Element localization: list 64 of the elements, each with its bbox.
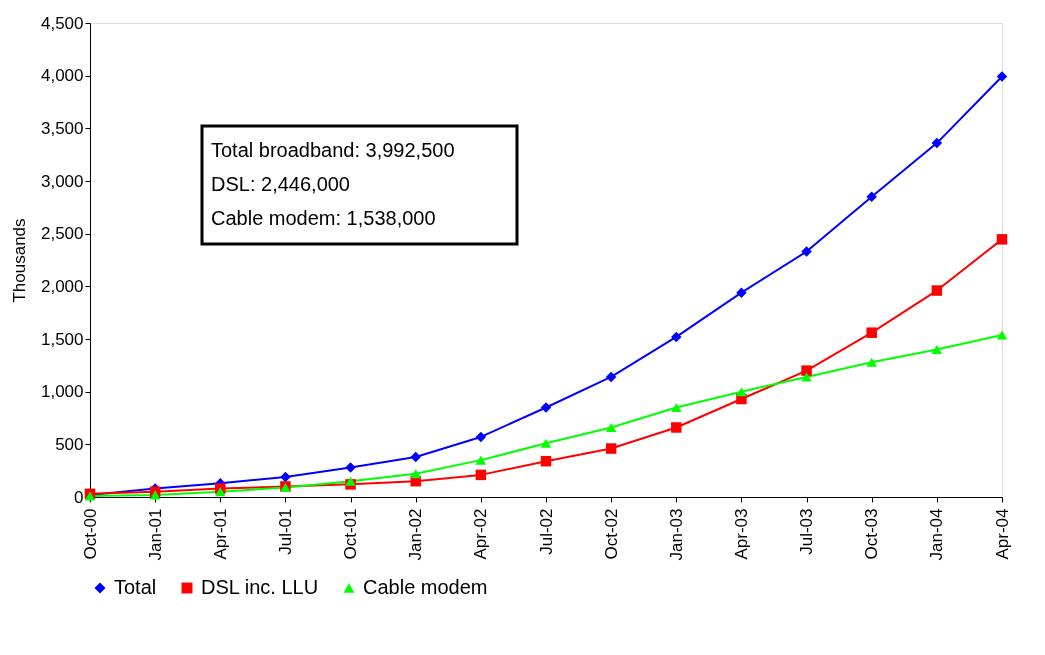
point	[540, 455, 552, 467]
y-tick-label: 3,500	[40, 118, 84, 138]
point	[671, 402, 682, 413]
point	[866, 357, 877, 367]
y-tick-label: 2,000	[40, 276, 84, 296]
x-tick-label: Apr-01	[210, 508, 230, 560]
x-tick-label: Jul-03	[797, 508, 817, 555]
annotation: Cable modem: 1,538,000	[211, 207, 436, 229]
y-tick-label: 4,000	[40, 66, 84, 86]
point	[475, 455, 487, 465]
point	[540, 402, 552, 413]
point	[345, 476, 356, 486]
point	[931, 285, 943, 296]
y-tick-label: 1,000	[40, 382, 84, 402]
legend-label: Cable modem	[363, 576, 488, 598]
point	[410, 469, 421, 479]
point	[215, 487, 226, 497]
point	[671, 422, 682, 433]
point	[475, 431, 487, 443]
x-tick-label: Jan-04	[927, 508, 947, 561]
x-tick-label: Apr-03	[731, 508, 751, 560]
y-axis-title: Thousands	[9, 218, 29, 303]
point	[605, 422, 617, 433]
point	[996, 234, 1008, 245]
point	[671, 331, 682, 343]
point	[540, 438, 552, 448]
y-tick-label: 1,500	[40, 329, 84, 349]
x-tick-label: Jan-02	[406, 508, 426, 561]
point	[996, 71, 1008, 82]
point	[931, 137, 943, 149]
x-tick-label: Apr-02	[471, 508, 491, 560]
x-tick-label: Oct-02	[601, 508, 621, 560]
x-tick-label: Jan-01	[145, 508, 165, 561]
x-tick-label: Oct-01	[341, 508, 361, 560]
y-tick-label: 3,000	[40, 171, 84, 191]
x-tick-label: Oct-03	[862, 508, 882, 560]
y-tick-label: 2,500	[40, 224, 84, 244]
point	[801, 372, 812, 382]
x-tick-label: Apr-04	[992, 508, 1012, 560]
annotation: DSL: 2,446,000	[211, 173, 350, 195]
point	[475, 469, 487, 481]
legend-label: Total	[114, 576, 157, 598]
x-tick-label: Jan-03	[666, 508, 686, 561]
point	[801, 365, 812, 376]
x-tick-label: Jul-01	[275, 508, 295, 555]
y-tick-label: 500	[55, 434, 84, 454]
point	[931, 344, 943, 355]
legend-label: DSL inc. LLU	[201, 576, 319, 598]
point	[996, 330, 1008, 340]
point	[866, 327, 877, 338]
y-tick-label: 0	[74, 487, 84, 507]
x-tick-label: Oct-00	[80, 508, 100, 560]
point	[736, 287, 747, 298]
x-tick-label: Jul-02	[536, 508, 556, 555]
point	[866, 191, 877, 203]
y-tick-label: 4,500	[40, 13, 84, 33]
point	[605, 443, 617, 454]
point	[801, 246, 812, 257]
point	[605, 371, 617, 383]
point	[410, 451, 421, 463]
point	[736, 387, 747, 397]
point	[149, 490, 161, 500]
annotation: Total broadband: 3,992,500	[211, 139, 455, 161]
point	[345, 462, 356, 473]
